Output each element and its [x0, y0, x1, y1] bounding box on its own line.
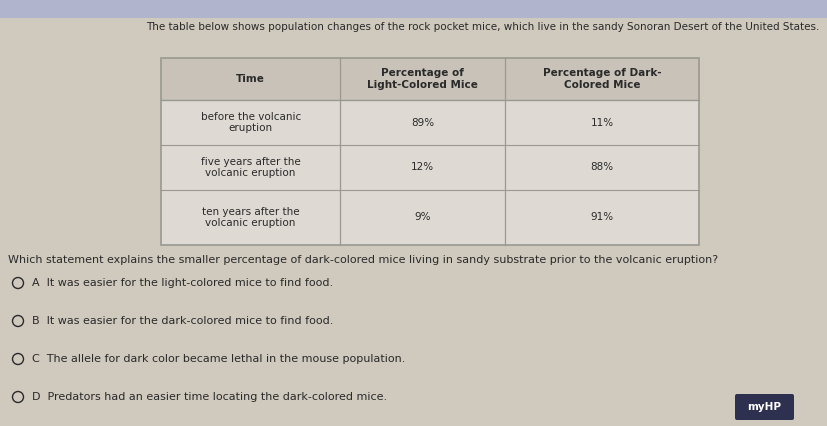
Text: Percentage of
Light-Colored Mice: Percentage of Light-Colored Mice	[367, 68, 478, 90]
Text: B  It was easier for the dark-colored mice to find food.: B It was easier for the dark-colored mic…	[32, 316, 333, 326]
Text: 11%: 11%	[590, 118, 614, 127]
Text: The table below shows population changes of the rock pocket mice, which live in : The table below shows population changes…	[146, 22, 819, 32]
Text: five years after the
volcanic eruption: five years after the volcanic eruption	[201, 157, 300, 178]
Text: D  Predators had an easier time locating the dark-colored mice.: D Predators had an easier time locating …	[32, 392, 387, 402]
Text: Time: Time	[237, 74, 265, 84]
Bar	[161, 58, 699, 100]
Text: 91%: 91%	[590, 213, 614, 222]
Bar	[0, 0, 827, 18]
Bar	[161, 58, 699, 245]
Text: before the volcanic
eruption: before the volcanic eruption	[200, 112, 301, 133]
Text: C  The allele for dark color became lethal in the mouse population.: C The allele for dark color became letha…	[32, 354, 405, 364]
Bar	[161, 100, 699, 145]
Text: ten years after the
volcanic eruption: ten years after the volcanic eruption	[202, 207, 299, 228]
Bar	[161, 145, 699, 190]
Text: Percentage of Dark-
Colored Mice: Percentage of Dark- Colored Mice	[543, 68, 662, 90]
Text: Which statement explains the smaller percentage of dark-colored mice living in s: Which statement explains the smaller per…	[8, 255, 718, 265]
Text: A  It was easier for the light-colored mice to find food.: A It was easier for the light-colored mi…	[32, 278, 333, 288]
Text: 89%: 89%	[411, 118, 434, 127]
Bar	[161, 190, 699, 245]
FancyBboxPatch shape	[735, 394, 794, 420]
Text: 12%: 12%	[411, 162, 434, 173]
Text: 88%: 88%	[590, 162, 614, 173]
Text: myHP: myHP	[748, 402, 782, 412]
Text: 9%: 9%	[414, 213, 431, 222]
